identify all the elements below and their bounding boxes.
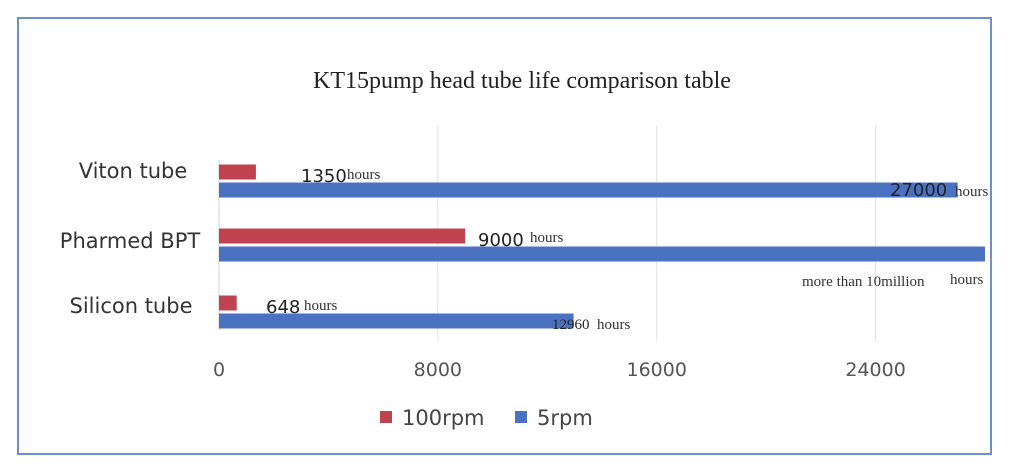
data-label-unit: hours [304, 298, 337, 314]
chart-frame [17, 17, 992, 455]
bar-100rpm-viton-tube [219, 164, 256, 180]
bar-5rpm-viton-tube [219, 182, 958, 198]
data-label-unit: hours [955, 184, 988, 200]
bar-100rpm-pharmed-bpt [219, 228, 466, 244]
bars [219, 164, 985, 329]
category-label: Viton tube [79, 159, 188, 183]
category-label: Silicon tube [69, 294, 192, 318]
legend-swatch-5rpm [515, 411, 527, 423]
chart-title: KT15pump head tube life comparison table [313, 68, 731, 94]
bar-5rpm-silicon-tube [219, 313, 574, 329]
data-label-value: 648 [266, 297, 300, 318]
x-tick-label: 16000 [626, 359, 686, 381]
bar-100rpm-silicon-tube [219, 295, 237, 311]
data-label-value: 12960 [552, 317, 590, 333]
data-label-unit: hours [597, 317, 630, 333]
data-label-unit: hours [950, 272, 983, 288]
legend-label-5rpm: 5rpm [537, 406, 593, 430]
legend-swatch-100rpm [380, 411, 392, 423]
legend-label-100rpm: 100rpm [402, 406, 485, 430]
x-axis-ticks: 0 8000 16000 24000 [213, 359, 906, 381]
data-label-unit: hours [530, 230, 563, 246]
data-label-unit: hours [347, 167, 380, 183]
data-label-note: more than 10million [802, 274, 925, 290]
data-label-value: 27000 [890, 180, 947, 201]
legend: 100rpm 5rpm [380, 406, 593, 430]
data-label-value: 1350 [301, 166, 347, 187]
x-tick-label: 0 [213, 359, 225, 381]
category-label: Pharmed BPT [60, 229, 201, 253]
category-labels: Viton tube Pharmed BPT Silicon tube [60, 159, 201, 318]
x-tick-label: 8000 [414, 359, 462, 381]
data-label-value: 9000 [478, 230, 524, 251]
x-tick-label: 24000 [845, 359, 905, 381]
bar-5rpm-pharmed-bpt [219, 246, 985, 262]
